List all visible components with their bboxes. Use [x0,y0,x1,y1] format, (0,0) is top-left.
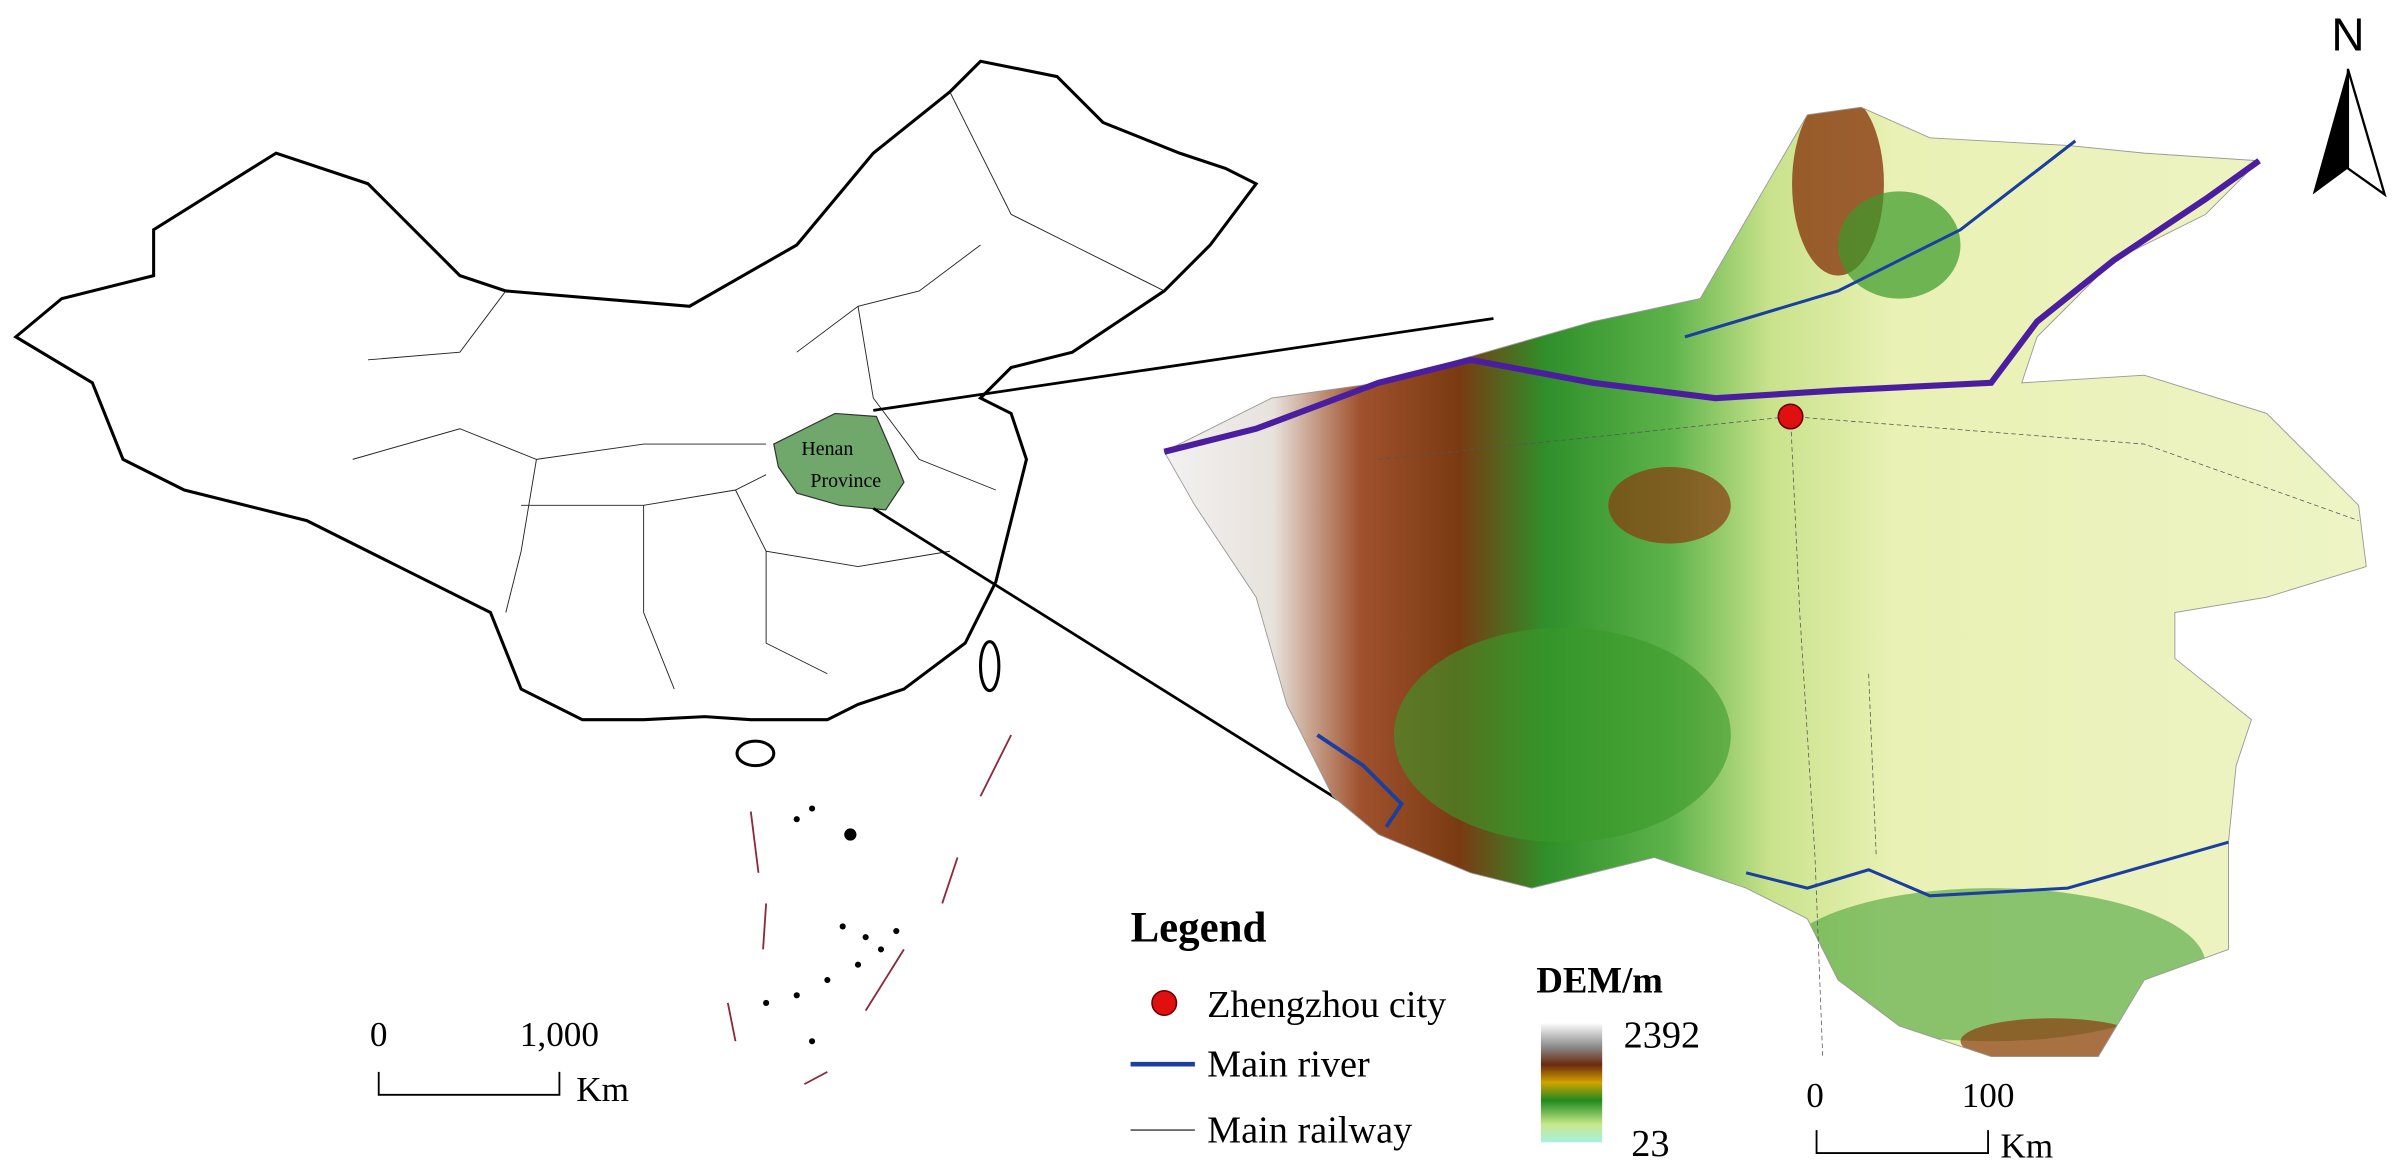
china-outline [13,59,1259,722]
scale-bar [1815,1130,1989,1154]
inset-label: Province [810,470,881,492]
legend-label: Zhengzhou city [1207,984,1446,1026]
henan-outline [1163,106,2367,1058]
dem-max: 2392 [1624,1014,1701,1056]
province-borders [352,91,1165,690]
scale-unit: Km [2000,1127,2053,1166]
scale-bar [377,1071,561,1096]
north-arrow [2312,68,2348,195]
rivers [1163,139,2261,898]
scale-tick: 1,000 [520,1015,599,1054]
connector [872,507,1395,836]
taiwan [978,640,1001,693]
north-label: N [2331,9,2364,61]
legend-title: Legend [1131,905,1267,952]
sea-boundary [726,734,1012,1085]
dem-map [1164,107,2367,1057]
scale-tick: 100 [1962,1076,2015,1115]
inset-label: Henan [801,438,853,460]
dem-colorbar [1540,1022,1603,1143]
connector [873,317,1494,412]
railways [1378,416,2359,1057]
legend-label: Main railway [1207,1109,1412,1151]
dem-title: DEM/m [1536,959,1663,1000]
henan-province [773,412,905,511]
scale-tick: 0 [1806,1076,1824,1115]
hainan [735,739,776,768]
legend-label: Main river [1207,1043,1370,1085]
zhengzhou-marker [1777,403,1804,430]
dem-min: 23 [1631,1123,1669,1165]
north-arrow [2346,68,2387,198]
scale-tick: 0 [370,1015,388,1054]
legend-symbol [1151,989,1178,1016]
scale-unit: Km [576,1070,629,1109]
islands [763,805,900,1045]
